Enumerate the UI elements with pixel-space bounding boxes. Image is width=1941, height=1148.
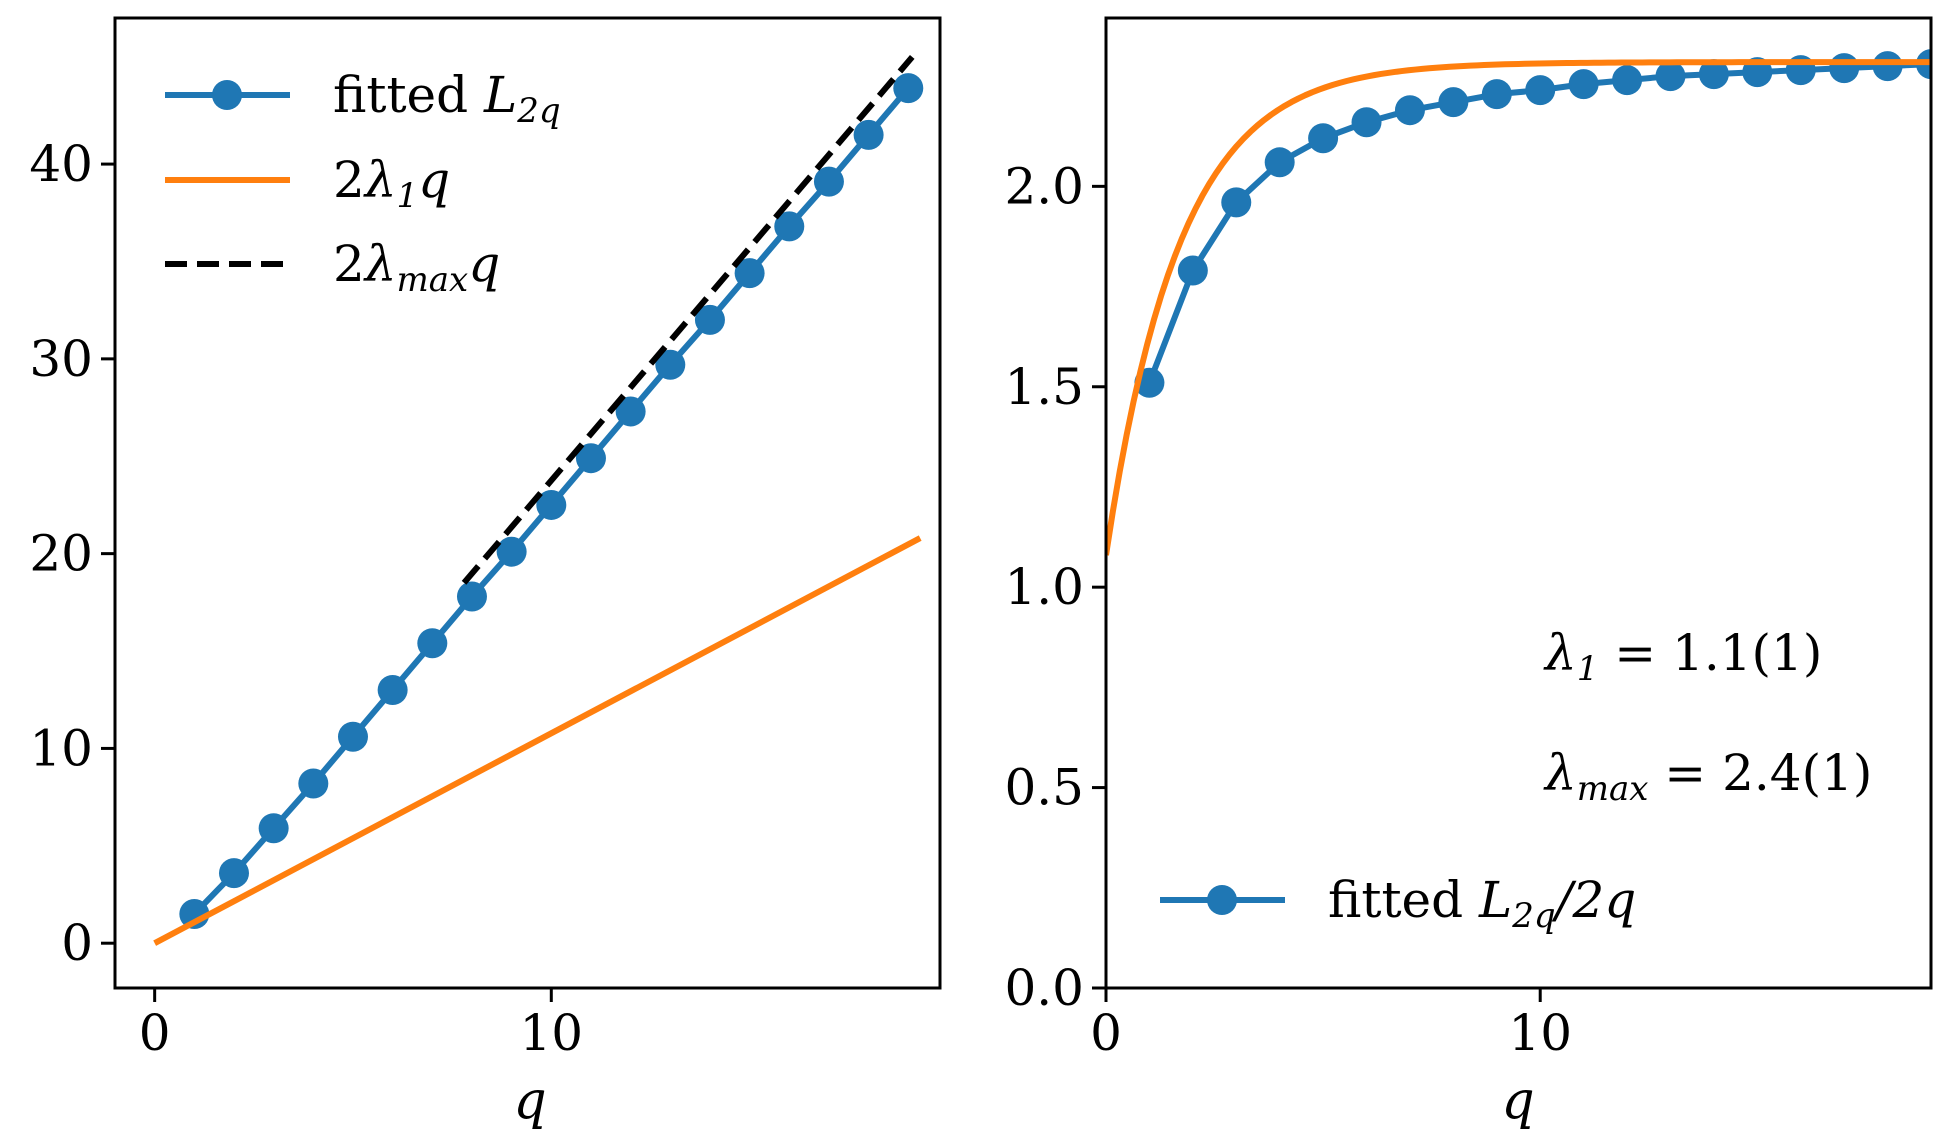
legend-marker-fitted-l2q xyxy=(212,80,242,110)
left-data-point-fitted-l-2q-18 xyxy=(893,73,924,104)
legend-label-sub: max xyxy=(397,260,469,300)
legend-label-suffix: q xyxy=(468,235,500,293)
left-series-line-2-1q xyxy=(153,535,922,946)
right-series-line-fit-curve xyxy=(1106,59,1931,556)
legend-label-sub: 1 xyxy=(397,176,419,216)
annotation-value: = 1.1(1) xyxy=(1598,624,1822,682)
svg-text:λmax = 2.4(1): λmax = 2.4(1) xyxy=(1543,744,1872,809)
legend-marker-fitted-l2q-over-2q xyxy=(1207,885,1237,915)
legend-label-math: λ xyxy=(363,235,397,293)
right-data-point-fitted-l-2q-2q-4 xyxy=(1308,123,1339,154)
legend-label-math: L xyxy=(1478,871,1512,929)
legend-label-math: L xyxy=(483,66,517,124)
right-data-point-fitted-l-2q-2q-1 xyxy=(1177,255,1208,286)
right-data-point-fitted-l-2q-2q-7 xyxy=(1438,87,1469,118)
left-legend: fitted L2q 2λ1q 2λmaxq xyxy=(165,66,561,300)
right-data-point-fitted-l-2q-2q-6 xyxy=(1394,95,1425,126)
right-y-tick-label-3: 1.5 xyxy=(1004,358,1084,416)
annotation-sub: 1 xyxy=(1577,649,1599,689)
annotation-lambdamax: λmax = 2.4(1) xyxy=(1543,744,1872,809)
left-x-axis-label: q xyxy=(513,1071,546,1131)
svg-text:fitted L2q/2q: fitted L2q/2q xyxy=(1328,871,1636,936)
left-data-point-fitted-l-2q-4 xyxy=(337,721,368,752)
left-ticks: 0 10 0 10 20 30 40 xyxy=(29,135,583,1062)
right-ticks: 0 10 0.0 0.5 1.0 1.5 2.0 xyxy=(1004,157,1572,1062)
legend-label-sub: 2q xyxy=(516,91,560,131)
right-data-point-fitted-l-2q-2q-11 xyxy=(1612,65,1643,96)
right-data-point-fitted-l-2q-2q-9 xyxy=(1525,75,1556,106)
right-x-axis-label: q xyxy=(1501,1071,1534,1131)
svg-text:2λ1q: 2λ1q xyxy=(333,151,450,216)
left-data-point-fitted-l-2q-11 xyxy=(615,396,646,427)
left-data-point-fitted-l-2q-8 xyxy=(496,536,527,567)
legend-entry-2-lambda1-q: 2λ1q xyxy=(165,151,450,216)
right-data-point-fitted-l-2q-2q-17 xyxy=(1872,51,1903,82)
annotation-sub: max xyxy=(1577,769,1649,809)
legend-entry-fitted-l2q-over-2q: fitted L2q/2q xyxy=(1160,871,1636,936)
right-data-point-fitted-l-2q-2q-2 xyxy=(1221,187,1252,218)
right-plot-area xyxy=(1106,49,1931,556)
right-series-line-fitted-l-2q-2q xyxy=(1146,61,1931,384)
legend-label-prefix: 2 xyxy=(333,235,365,293)
right-axes-frame xyxy=(1104,16,1933,990)
right-data-point-fitted-l-2q-2q-3 xyxy=(1264,147,1295,178)
legend-label-suffix: q xyxy=(418,151,450,209)
right-data-point-fitted-l-2q-2q-5 xyxy=(1351,107,1382,138)
legend-entry-2-lambdamax-q: 2λmaxq xyxy=(165,235,500,300)
left-y-tick-label-3: 30 xyxy=(29,330,93,388)
right-y-tick-label-2: 1.0 xyxy=(1004,558,1084,616)
legend-label-prefix: fitted xyxy=(1328,871,1479,929)
left-series-line-2-maxq xyxy=(461,55,915,585)
right-data-point-fitted-l-2q-2q-13 xyxy=(1698,59,1729,90)
left-data-point-fitted-l-2q-10 xyxy=(575,443,606,474)
annotation-math: λ xyxy=(1543,744,1577,802)
left-x-tick-label-1: 10 xyxy=(519,1004,583,1062)
svg-text:fitted L2q: fitted L2q xyxy=(333,66,561,131)
right-y-tick-label-4: 2.0 xyxy=(1004,157,1084,215)
annotation-math: λ xyxy=(1543,624,1577,682)
right-y-tick-label-0: 0.0 xyxy=(1004,959,1084,1017)
left-data-point-fitted-l-2q-13 xyxy=(694,304,725,335)
left-data-point-fitted-l-2q-7 xyxy=(456,581,487,612)
left-data-point-fitted-l-2q-3 xyxy=(298,768,329,799)
right-x-tick-label-0: 0 xyxy=(1090,1004,1122,1062)
left-data-point-fitted-l-2q-5 xyxy=(377,674,408,705)
left-y-tick-label-0: 0 xyxy=(61,914,93,972)
left-data-point-fitted-l-2q-16 xyxy=(813,166,844,197)
annotation-lambda1: λ1 = 1.1(1) xyxy=(1543,624,1822,689)
left-axes-frame xyxy=(113,16,942,990)
left-data-point-fitted-l-2q-17 xyxy=(853,119,884,150)
annotation-value: = 2.4(1) xyxy=(1648,744,1872,802)
right-y-tick-label-1: 0.5 xyxy=(1004,759,1084,817)
right-data-point-fitted-l-2q-2q-8 xyxy=(1481,79,1512,110)
legend-label-sub: 2q xyxy=(1511,896,1555,936)
legend-label-suffix: /2q xyxy=(1552,871,1637,929)
left-y-tick-label-1: 10 xyxy=(29,719,93,777)
legend-label-prefix: fitted xyxy=(333,66,484,124)
left-y-tick-label-4: 40 xyxy=(29,135,93,193)
right-data-point-fitted-l-2q-2q-12 xyxy=(1655,61,1686,92)
left-data-point-fitted-l-2q-1 xyxy=(218,858,249,889)
right-data-point-fitted-l-2q-2q-16 xyxy=(1829,53,1860,84)
left-y-tick-label-2: 20 xyxy=(29,525,93,583)
left-data-point-fitted-l-2q-14 xyxy=(734,258,765,289)
left-data-point-fitted-l-2q-2 xyxy=(258,813,289,844)
left-data-point-fitted-l-2q-6 xyxy=(417,628,448,659)
right-data-point-fitted-l-2q-2q-10 xyxy=(1568,69,1599,100)
right-x-tick-label-1: 10 xyxy=(1508,1004,1572,1062)
legend-label-prefix: 2 xyxy=(333,151,365,209)
right-legend: fitted L2q/2q xyxy=(1160,871,1636,936)
left-x-tick-label-0: 0 xyxy=(139,1004,171,1062)
left-data-point-fitted-l-2q-12 xyxy=(655,349,686,380)
legend-label-math: λ xyxy=(363,151,397,209)
svg-text:2λmaxq: 2λmaxq xyxy=(333,235,500,300)
left-data-point-fitted-l-2q-9 xyxy=(536,489,567,520)
legend-entry-fitted-l2q: fitted L2q xyxy=(165,66,561,131)
left-data-point-fitted-l-2q-15 xyxy=(774,211,805,242)
right-panel: 0 100.00.51.01.52.0 q λ1 = 1.1(1) λmax = … xyxy=(1004,16,1933,1131)
svg-text:λ1 = 1.1(1): λ1 = 1.1(1) xyxy=(1543,624,1822,689)
left-plot-area xyxy=(153,55,924,946)
